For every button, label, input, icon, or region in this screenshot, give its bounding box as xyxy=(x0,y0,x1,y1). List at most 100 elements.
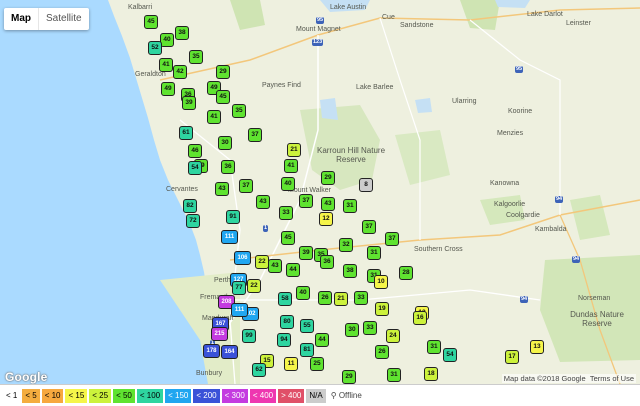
station-marker[interactable]: 22 xyxy=(255,255,269,269)
legend-item-lt150[interactable]: < 150 xyxy=(165,388,192,403)
station-marker[interactable]: 28 xyxy=(399,266,413,280)
station-marker[interactable]: 45 xyxy=(216,90,230,104)
station-marker[interactable]: 43 xyxy=(268,259,282,273)
station-marker[interactable]: 44 xyxy=(286,263,300,277)
station-marker[interactable]: 16 xyxy=(413,311,427,325)
station-marker[interactable]: 21 xyxy=(334,292,348,306)
station-marker[interactable]: 37 xyxy=(385,232,399,246)
station-marker[interactable]: 24 xyxy=(386,329,400,343)
station-marker[interactable]: 30 xyxy=(218,136,232,150)
station-marker[interactable]: 8 xyxy=(359,178,373,192)
station-marker[interactable]: 40 xyxy=(296,286,310,300)
map-type-map-button[interactable]: Map xyxy=(11,13,31,24)
station-marker[interactable]: 94 xyxy=(277,333,291,347)
station-marker[interactable]: 39 xyxy=(182,96,196,110)
station-marker[interactable]: 36 xyxy=(320,255,334,269)
station-marker[interactable]: 32 xyxy=(339,238,353,252)
station-marker[interactable]: 38 xyxy=(343,264,357,278)
station-marker[interactable]: 26 xyxy=(375,345,389,359)
legend-item-lt100[interactable]: < 100 xyxy=(136,388,164,403)
station-marker[interactable]: 164 xyxy=(221,345,238,359)
station-marker[interactable]: 31 xyxy=(387,368,401,382)
station-marker[interactable]: 35 xyxy=(232,104,246,118)
legend-item-lt300[interactable]: < 300 xyxy=(221,388,248,403)
station-marker[interactable]: 77 xyxy=(232,281,246,295)
legend-item-lt25[interactable]: < 25 xyxy=(89,388,112,403)
station-marker[interactable]: 33 xyxy=(279,206,293,220)
station-marker[interactable]: 54 xyxy=(443,348,457,362)
station-marker[interactable]: 43 xyxy=(321,197,335,211)
legend-item-gt400[interactable]: > 400 xyxy=(278,388,305,403)
station-marker[interactable]: 25 xyxy=(310,357,324,371)
station-marker[interactable]: 12 xyxy=(319,212,333,226)
station-marker[interactable]: 19 xyxy=(375,302,389,316)
station-marker[interactable]: 37 xyxy=(239,179,253,193)
station-marker[interactable]: 13 xyxy=(530,340,544,354)
station-marker[interactable]: 106 xyxy=(234,251,251,265)
station-marker[interactable]: 35 xyxy=(189,50,203,64)
station-marker[interactable]: 43 xyxy=(256,195,270,209)
legend-item-lt200[interactable]: < 200 xyxy=(193,388,220,403)
station-marker[interactable]: 43 xyxy=(215,182,229,196)
station-marker[interactable]: 52 xyxy=(148,41,162,55)
station-marker[interactable]: 30 xyxy=(345,323,359,337)
legend-item-lt50[interactable]: < 50 xyxy=(113,388,135,403)
station-marker[interactable]: 31 xyxy=(427,340,441,354)
station-marker[interactable]: 82 xyxy=(183,199,197,213)
station-marker[interactable]: 31 xyxy=(343,199,357,213)
station-marker[interactable]: 178 xyxy=(203,344,220,358)
station-marker[interactable]: 99 xyxy=(242,329,256,343)
station-marker[interactable]: 40 xyxy=(160,33,174,47)
station-marker[interactable]: 41 xyxy=(159,58,173,72)
station-marker[interactable]: 80 xyxy=(280,315,294,329)
station-marker[interactable]: 26 xyxy=(318,291,332,305)
station-marker[interactable]: 29 xyxy=(342,370,356,384)
station-marker[interactable]: 54 xyxy=(188,161,202,175)
station-marker[interactable]: 37 xyxy=(248,128,262,142)
station-marker[interactable]: 42 xyxy=(173,65,187,79)
station-marker[interactable]: 31 xyxy=(367,246,381,260)
station-marker[interactable]: 40 xyxy=(281,177,295,191)
station-marker[interactable]: 17 xyxy=(505,350,519,364)
legend-item-lt10[interactable]: < 10 xyxy=(41,388,64,403)
station-marker[interactable]: 58 xyxy=(278,292,292,306)
station-marker[interactable]: 22 xyxy=(247,279,261,293)
station-marker[interactable]: 62 xyxy=(252,363,266,377)
station-marker[interactable]: 38 xyxy=(175,26,189,40)
station-marker[interactable]: 21 xyxy=(287,143,301,157)
station-marker[interactable]: 91 xyxy=(226,210,240,224)
station-marker[interactable]: 33 xyxy=(354,291,368,305)
terms-of-use-link[interactable]: Terms of Use xyxy=(589,374,634,383)
legend-item-na[interactable]: N/A xyxy=(306,388,326,403)
legend-item-offline[interactable]: ⚲ Offline xyxy=(327,388,365,403)
station-marker[interactable]: 37 xyxy=(362,220,376,234)
station-marker[interactable]: 55 xyxy=(300,319,314,333)
map-type-control[interactable]: Map Satellite xyxy=(4,8,89,30)
station-marker[interactable]: 29 xyxy=(321,171,335,185)
station-marker[interactable]: 10 xyxy=(374,275,388,289)
legend-item-lt1[interactable]: < 1 xyxy=(3,388,21,403)
station-marker[interactable]: 111 xyxy=(221,230,238,244)
legend-item-lt400[interactable]: < 400 xyxy=(249,388,277,403)
legend-item-lt5[interactable]: < 5 xyxy=(22,388,40,403)
station-marker[interactable]: 37 xyxy=(299,194,313,208)
station-marker[interactable]: 36 xyxy=(221,160,235,174)
station-marker[interactable]: 215 xyxy=(211,327,228,341)
map-type-satellite-button[interactable]: Satellite xyxy=(38,8,89,30)
station-marker[interactable]: 111 xyxy=(231,303,248,317)
station-marker[interactable]: 49 xyxy=(161,82,175,96)
station-marker[interactable]: 208 xyxy=(218,295,235,309)
station-marker[interactable]: 44 xyxy=(315,333,329,347)
station-marker[interactable]: 41 xyxy=(207,110,221,124)
station-marker[interactable]: 18 xyxy=(424,367,438,381)
station-marker[interactable]: 81 xyxy=(300,343,314,357)
station-marker[interactable]: 46 xyxy=(188,144,202,158)
station-marker[interactable]: 61 xyxy=(179,126,193,140)
station-marker[interactable]: 33 xyxy=(363,321,377,335)
station-marker[interactable]: 45 xyxy=(281,231,295,245)
station-marker[interactable]: 11 xyxy=(284,357,298,371)
station-marker[interactable]: 29 xyxy=(216,65,230,79)
station-marker[interactable]: 41 xyxy=(284,159,298,173)
station-marker[interactable]: 39 xyxy=(299,246,313,260)
